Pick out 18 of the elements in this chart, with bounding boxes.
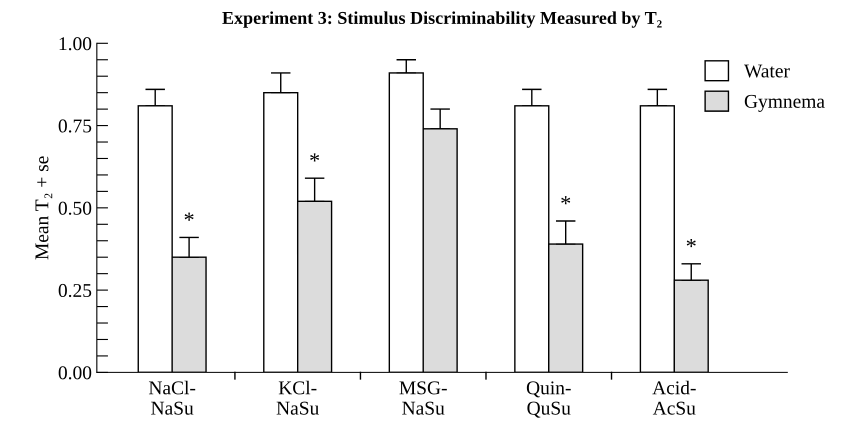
y-tick-label: 0.00: [58, 366, 92, 380]
y-tick-label: 1.00: [60, 37, 92, 50]
y-tick-label: 0.25: [58, 284, 92, 298]
annotation: *: [310, 153, 320, 162]
y-axis-title: Mean T₂ + se: [36, 156, 52, 260]
y-tick-label: 0.50: [58, 202, 92, 215]
legend-label: Water: [744, 64, 790, 78]
y-tick-label: 0.75: [58, 119, 92, 133]
x-tick-label: NaCl- NaSu: [148, 380, 196, 415]
x-tick-label: MSG- NaSu: [399, 381, 447, 415]
annotation: *: [561, 196, 570, 204]
x-tick-label: Acid- AcSu: [652, 380, 696, 415]
annotation: *: [184, 212, 194, 221]
annotation: *: [686, 238, 696, 248]
legend-label: Gymnema: [744, 94, 825, 112]
x-tick-label: KCl- NaSu: [276, 380, 319, 415]
x-tick-label: Quin- QuSu: [526, 381, 571, 418]
chart-title: Experiment 3: Stimulus Discriminability Measured by T₂: [222, 11, 662, 28]
